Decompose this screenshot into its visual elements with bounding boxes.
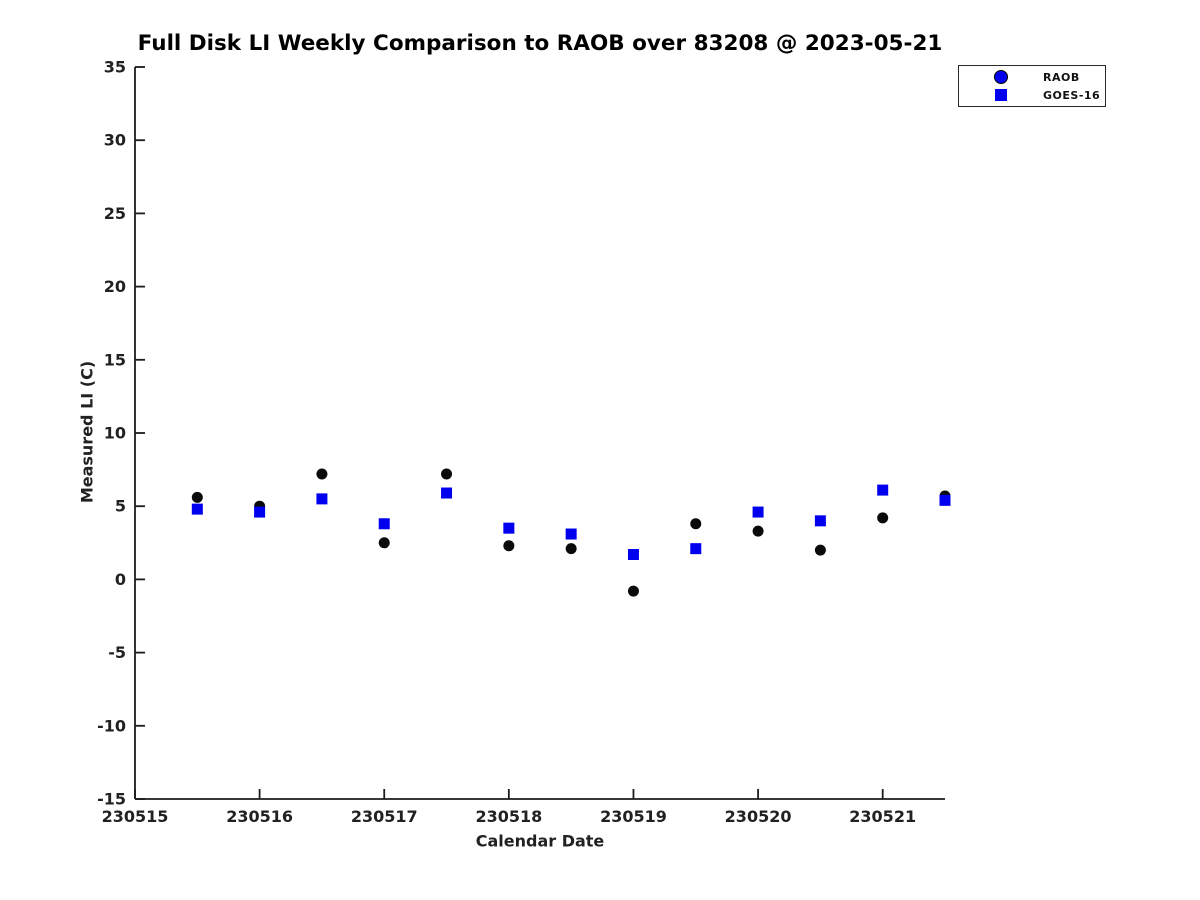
data-point-goes-16 — [752, 506, 764, 518]
legend-label-goes16: GOES-16 — [1043, 88, 1101, 102]
data-point-goes-16 — [565, 528, 577, 540]
data-point-raob — [877, 512, 889, 524]
data-point-raob — [191, 491, 203, 503]
y-tick-label: -10 — [97, 716, 126, 735]
data-point-raob — [378, 537, 390, 549]
x-tick-label: 230518 — [475, 807, 542, 826]
data-point-raob — [752, 525, 764, 537]
y-tick-label: 35 — [104, 58, 126, 77]
data-point-raob — [503, 540, 515, 552]
x-tick-label: 230521 — [849, 807, 916, 826]
legend-item-goes16: GOES-16 — [959, 87, 1105, 103]
y-tick-label: 10 — [104, 424, 126, 443]
legend-item-raob: RAOB — [959, 69, 1105, 85]
y-tick-label: 20 — [104, 277, 126, 296]
x-axis-label: Calendar Date — [475, 831, 605, 851]
legend-marker-cell — [959, 70, 1043, 84]
x-tick-label: 230519 — [600, 807, 667, 826]
y-tick-label: 5 — [115, 497, 126, 516]
x-tick-label: 230516 — [226, 807, 293, 826]
legend-marker-cell — [959, 89, 1043, 101]
data-point-goes-16 — [378, 518, 390, 530]
y-tick-label: 25 — [104, 204, 126, 223]
legend: RAOB GOES-16 — [958, 65, 1106, 107]
data-point-goes-16 — [877, 484, 889, 496]
y-axis-label: Measured LI (C) — [77, 360, 97, 504]
legend-label-raob: RAOB — [1043, 70, 1080, 84]
data-point-goes-16 — [627, 549, 639, 561]
x-tick-label: 230520 — [725, 807, 792, 826]
circle-marker-icon — [994, 70, 1008, 84]
data-point-goes-16 — [441, 487, 453, 499]
y-tick-label: -5 — [108, 643, 126, 662]
data-point-raob — [316, 468, 328, 480]
data-point-raob — [627, 585, 639, 597]
data-point-goes-16 — [939, 494, 951, 506]
data-point-goes-16 — [254, 506, 266, 518]
data-point-goes-16 — [690, 543, 702, 555]
data-point-raob — [814, 544, 826, 556]
data-point-raob — [690, 518, 702, 530]
y-tick-label: 15 — [104, 350, 126, 369]
y-tick-label: -15 — [97, 790, 126, 809]
data-point-raob — [565, 543, 577, 555]
y-tick-label: 30 — [104, 131, 126, 150]
x-tick-label: 230517 — [351, 807, 418, 826]
x-tick-label: 230515 — [102, 807, 169, 826]
data-point-goes-16 — [316, 493, 328, 505]
data-point-raob — [441, 468, 453, 480]
data-point-goes-16 — [814, 515, 826, 527]
square-marker-icon — [995, 89, 1007, 101]
y-tick-label: 0 — [115, 570, 126, 589]
data-point-goes-16 — [503, 522, 515, 534]
data-point-goes-16 — [191, 503, 203, 515]
chart-title: Full Disk LI Weekly Comparison to RAOB o… — [137, 31, 943, 56]
